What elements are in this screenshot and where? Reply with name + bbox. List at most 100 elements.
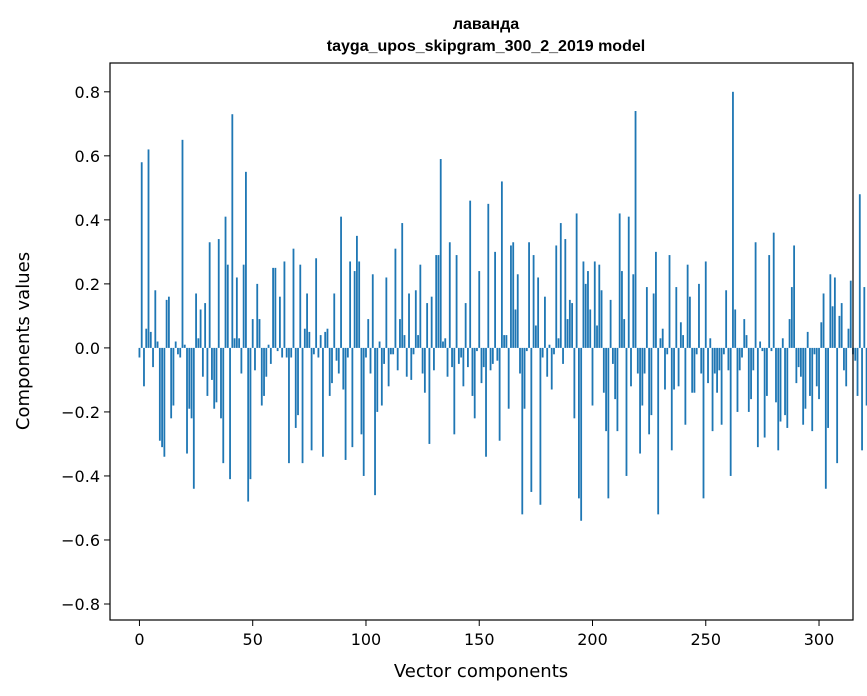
bar-179 — [544, 296, 546, 348]
bar-71 — [299, 264, 302, 348]
bar-42 — [233, 338, 236, 348]
bar-95 — [353, 271, 356, 348]
bar-196 — [582, 261, 585, 348]
bar-264 — [736, 347, 739, 412]
bar-275 — [761, 347, 764, 352]
bar-66 — [288, 347, 290, 464]
bar-19 — [181, 139, 184, 348]
bar-186 — [559, 223, 562, 348]
bar-241 — [684, 347, 687, 425]
bar-250 — [704, 261, 707, 348]
bar-67 — [290, 347, 293, 358]
bar-116 — [401, 223, 404, 348]
bar-145 — [467, 347, 469, 368]
bar-142 — [460, 347, 463, 358]
bar-131 — [435, 255, 438, 348]
bar-120 — [410, 347, 413, 380]
bar-112 — [392, 347, 395, 355]
bar-39 — [226, 264, 229, 348]
bar-266 — [741, 347, 743, 358]
bar-165 — [512, 242, 515, 348]
bar-37 — [222, 347, 225, 464]
bar-16 — [174, 341, 177, 348]
bar-114 — [396, 347, 399, 371]
bar-263 — [734, 309, 737, 348]
bar-35 — [217, 239, 220, 348]
bar-109 — [385, 277, 388, 348]
bar-280 — [772, 232, 775, 348]
bar-59 — [272, 267, 274, 348]
y-tick-label: 0.4 — [75, 211, 100, 230]
bar-75 — [308, 331, 311, 348]
bar-308 — [836, 347, 839, 464]
bar-52 — [256, 283, 259, 348]
bar-199 — [589, 309, 592, 348]
bar-274 — [759, 341, 762, 348]
bar-301 — [820, 322, 823, 348]
bar-132 — [437, 255, 440, 348]
bar-110 — [387, 347, 390, 387]
y-tick-label: 0.2 — [75, 275, 100, 294]
bar-295 — [806, 331, 809, 348]
bar-309 — [838, 315, 841, 348]
bar-294 — [804, 347, 807, 409]
x-tick-label: 100 — [351, 630, 382, 649]
x-tick-label: 200 — [577, 630, 608, 649]
bar-307 — [833, 277, 836, 348]
bar-216 — [627, 216, 630, 348]
bar-126 — [423, 347, 426, 393]
bar-85 — [331, 347, 333, 384]
bar-219 — [634, 111, 637, 348]
bar-239 — [679, 322, 682, 348]
y-axis-label: Components values — [13, 252, 34, 430]
bar-249 — [702, 347, 705, 499]
bar-268 — [745, 335, 748, 348]
bar-167 — [516, 274, 519, 348]
bar-200 — [591, 347, 594, 406]
bar-94 — [351, 347, 354, 448]
bar-173 — [530, 347, 533, 492]
bar-118 — [405, 347, 408, 377]
bar-210 — [614, 347, 617, 400]
bar-300 — [818, 347, 820, 400]
bar-148 — [473, 347, 476, 419]
bar-223 — [643, 347, 646, 374]
bar-12 — [165, 299, 168, 348]
bar-14 — [170, 347, 173, 419]
bar-261 — [729, 347, 732, 476]
y-tick-label: −0.2 — [61, 403, 100, 422]
bar-211 — [616, 347, 619, 432]
bar-240 — [682, 335, 685, 348]
bar-194 — [578, 347, 580, 499]
bar-156 — [491, 347, 494, 364]
bar-38 — [224, 216, 227, 348]
bar-279 — [770, 347, 773, 352]
bar-121 — [412, 347, 415, 355]
bar-146 — [469, 200, 472, 348]
bar-91 — [344, 347, 347, 460]
bar-283 — [779, 347, 782, 422]
bar-87 — [335, 347, 338, 361]
bar-246 — [695, 347, 698, 355]
bar-202 — [596, 325, 598, 348]
bar-88 — [337, 347, 340, 374]
bar-289 — [793, 245, 796, 348]
bar-291 — [797, 347, 800, 368]
bar-11 — [163, 347, 166, 457]
bar-23 — [190, 347, 193, 419]
bar-134 — [442, 341, 444, 348]
bar-252 — [709, 338, 712, 348]
bar-229 — [657, 347, 660, 515]
bar-191 — [571, 303, 574, 348]
bar-103 — [371, 274, 374, 348]
bar-84 — [328, 347, 331, 396]
bar-8 — [156, 341, 159, 348]
bar-178 — [541, 347, 544, 358]
bar-163 — [507, 347, 510, 409]
bar-154 — [487, 203, 490, 348]
bar-3 — [145, 328, 148, 348]
bar-111 — [389, 347, 392, 355]
bar-236 — [673, 347, 675, 390]
bar-127 — [426, 303, 429, 348]
bar-290 — [795, 347, 798, 384]
